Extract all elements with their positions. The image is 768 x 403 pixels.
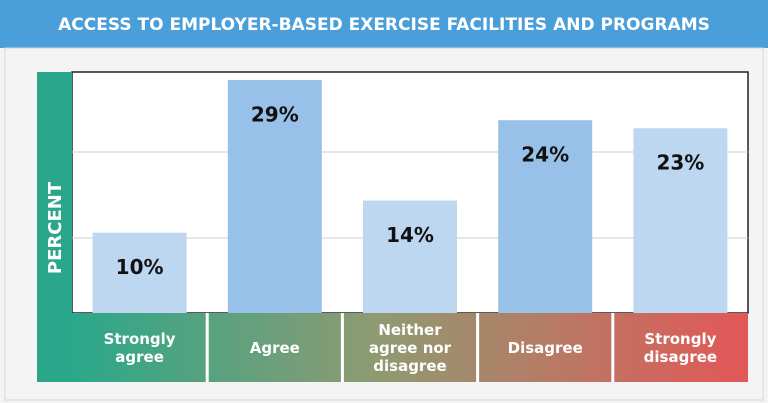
value-label: 23% — [656, 151, 704, 175]
bar — [227, 80, 322, 314]
y-axis-band — [37, 72, 72, 382]
chart-title: ACCESS TO EMPLOYER-BASED EXERCISE FACILI… — [58, 15, 710, 35]
value-label: 24% — [521, 143, 569, 167]
header-bar — [0, 0, 768, 48]
bar — [498, 120, 593, 313]
y-axis-label: PERCENT — [45, 181, 66, 274]
value-label: 14% — [386, 223, 434, 247]
value-label: 10% — [116, 255, 164, 279]
x-tick-label: Strongly agree — [103, 329, 176, 366]
x-tick-label: Neither agree nor disagree — [368, 320, 452, 375]
bar — [363, 200, 457, 313]
x-tick-label: Strongly disagree — [643, 329, 718, 366]
category-band — [72, 313, 748, 382]
x-tick-label: Agree — [249, 338, 300, 357]
bar — [92, 232, 187, 313]
bar — [633, 128, 728, 313]
value-label: 29% — [251, 103, 299, 127]
x-tick-label: Disagree — [507, 338, 583, 357]
